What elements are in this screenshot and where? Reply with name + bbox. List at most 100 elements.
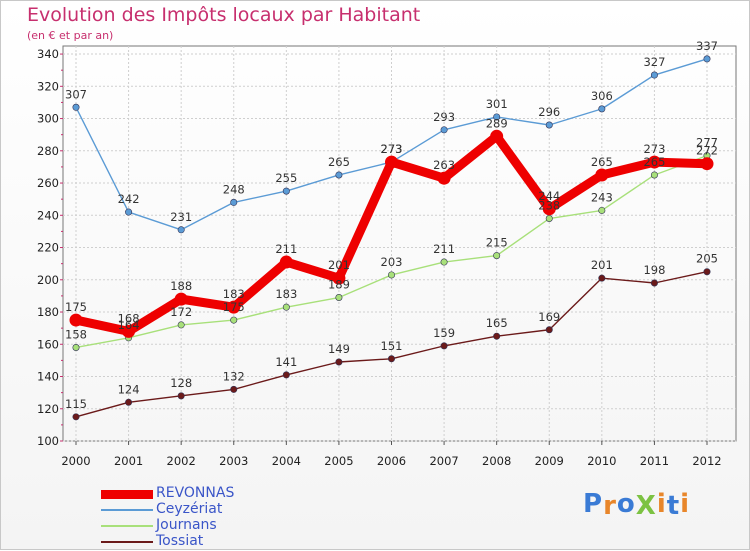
data-label: 205 [696, 252, 718, 266]
x-tick-label: 2003 [219, 454, 248, 468]
data-point [122, 324, 136, 338]
data-label: 263 [433, 158, 455, 172]
legend-item-journans: Journans [101, 517, 301, 534]
data-label: 175 [223, 300, 245, 314]
logo-letter: r [603, 491, 617, 521]
data-label: 307 [65, 87, 87, 101]
y-tick-label: 100 [37, 434, 59, 448]
data-point [230, 316, 238, 324]
data-point [227, 300, 241, 314]
data-point [703, 268, 711, 276]
data-point [230, 385, 238, 393]
data-label: 265 [643, 155, 665, 169]
y-tick-label: 220 [37, 241, 59, 255]
data-point [125, 208, 133, 216]
data-point [177, 321, 185, 329]
data-label: 164 [118, 318, 140, 332]
x-tick-label: 2002 [167, 454, 196, 468]
data-label: 238 [538, 199, 560, 213]
data-point [650, 279, 658, 287]
data-label: 277 [696, 136, 718, 150]
y-tick-label: 320 [37, 79, 59, 93]
x-tick-label: 2004 [272, 454, 301, 468]
data-label: 337 [696, 39, 718, 53]
y-tick-label: 180 [37, 305, 59, 319]
x-tick-label: 2001 [114, 454, 143, 468]
data-label: 149 [328, 342, 350, 356]
data-label: 243 [591, 190, 613, 204]
data-point [332, 271, 346, 285]
legend-swatch [101, 525, 153, 527]
data-label: 289 [486, 116, 508, 130]
data-point [282, 371, 290, 379]
data-point [598, 274, 606, 282]
data-label: 215 [486, 236, 508, 250]
data-label: 198 [643, 263, 665, 277]
data-label: 272 [696, 144, 718, 158]
data-label: 293 [433, 110, 455, 124]
x-tick-label: 2000 [61, 454, 90, 468]
chart-title: Evolution des Impôts locaux par Habitant [27, 4, 421, 26]
logo-letter: o [616, 489, 636, 519]
data-label: 296 [538, 105, 560, 119]
data-label: 159 [433, 326, 455, 340]
logo-letter: i [656, 489, 667, 519]
x-tick-label: 2010 [587, 454, 616, 468]
data-label: 124 [118, 382, 140, 396]
y-tick-label: 300 [37, 112, 59, 126]
data-point [490, 129, 504, 143]
data-point [493, 332, 501, 340]
data-label: 201 [591, 258, 613, 272]
data-point [598, 105, 606, 113]
data-point [440, 342, 448, 350]
x-tick-label: 2006 [377, 454, 406, 468]
data-label: 151 [381, 339, 403, 353]
data-label: 115 [65, 397, 87, 411]
data-point [493, 252, 501, 260]
legend-item-ceyzériat: Ceyzériat [101, 501, 301, 518]
data-label: 169 [538, 310, 560, 324]
legend-item-revonnas: REVONNAS [101, 485, 301, 502]
data-label: 201 [328, 258, 350, 272]
data-label: 265 [328, 155, 350, 169]
data-label: 183 [275, 287, 297, 301]
y-tick-label: 280 [37, 144, 59, 158]
legend-label: REVONNAS [156, 485, 235, 501]
data-point [440, 258, 448, 266]
data-label: 203 [381, 255, 403, 269]
data-label: 165 [486, 316, 508, 330]
data-label: 301 [486, 97, 508, 111]
data-label: 183 [223, 287, 245, 301]
x-tick-label: 2009 [535, 454, 564, 468]
x-tick-label: 2011 [640, 454, 669, 468]
data-label: 265 [591, 155, 613, 169]
data-label: 255 [275, 171, 297, 185]
y-tick-label: 240 [37, 208, 59, 222]
legend-swatch [101, 490, 153, 499]
data-point [385, 155, 398, 169]
logo-letter: X [635, 491, 657, 521]
data-label: 211 [275, 242, 297, 256]
proxiti-logo: ProXiti [583, 489, 691, 521]
data-point [700, 157, 714, 171]
data-point [647, 155, 661, 169]
legend-item-tossiat: Tossiat [101, 533, 301, 550]
data-point [437, 171, 451, 185]
y-tick-label: 340 [37, 47, 59, 61]
x-tick-label: 2007 [429, 454, 458, 468]
data-point [335, 171, 343, 179]
data-point [650, 71, 658, 79]
logo-letter: t [666, 491, 681, 521]
data-point [177, 392, 185, 400]
data-point [174, 292, 188, 306]
data-label: 248 [223, 182, 245, 196]
data-point [177, 226, 185, 234]
data-point [279, 255, 293, 269]
legend-swatch [101, 509, 153, 511]
x-tick-label: 2008 [482, 454, 511, 468]
y-tick-label: 140 [37, 370, 59, 384]
logo-letter: i [680, 489, 691, 519]
x-tick-label: 2012 [692, 454, 721, 468]
